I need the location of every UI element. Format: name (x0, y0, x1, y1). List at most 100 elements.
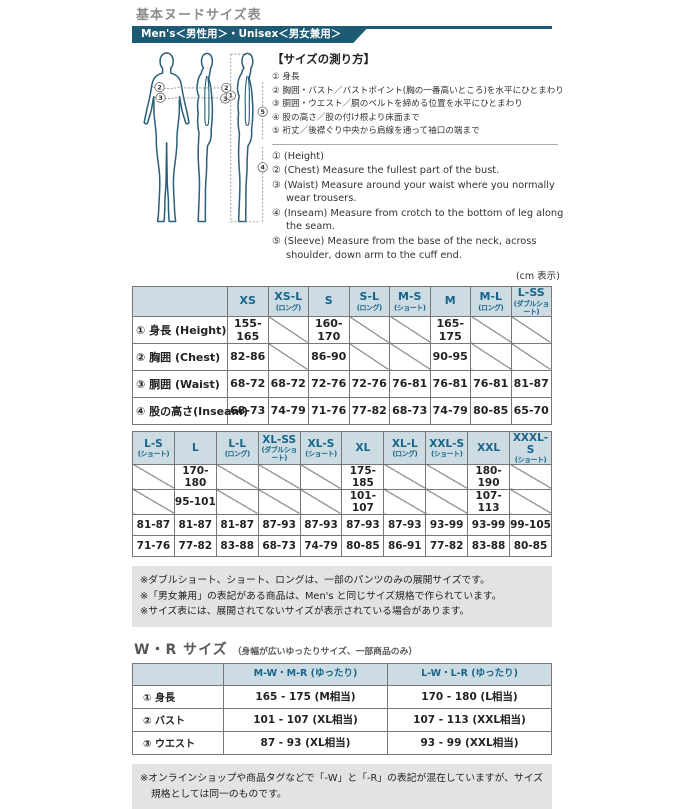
list-item: ※「男女兼用」の表記がある商品は、Men's と同じサイズ規格で作られています。 (140, 590, 502, 602)
size-value-cell: 72-76 (348, 369, 390, 398)
size-value-cell: 81-87 (132, 513, 175, 536)
empty-diagonal-cell (348, 315, 390, 344)
size-value-cell: 74-79 (267, 396, 309, 425)
size-value-cell: 93-99 (425, 513, 469, 536)
size-value-cell: 101-107 (341, 488, 385, 515)
svg-text:3: 3 (223, 95, 228, 103)
size-value-cell: 76-81 (389, 369, 431, 398)
en-instruction-list: ① (Height) ② (Chest) Measure the fullest … (272, 150, 564, 262)
table-header-row: L-S (ショート) L L-L (ロング) XL-SS (ダブルショート) XL-S (ショー… (132, 430, 552, 465)
row-label: ① 身長 (Height) (132, 315, 228, 344)
list-item: ① 身長 (272, 72, 300, 82)
empty-diagonal-cell (215, 488, 259, 515)
table-header-row: M-W・M-R (ゆったり) L-W・L-R (ゆったり) (132, 662, 552, 686)
size-value-cell: 86-90 (308, 342, 350, 371)
table-row: ③ ウエスト 87 - 93 (XL相当) 93 - 99 (XXL相当) (132, 730, 552, 755)
table-row: ② 胸囲 (Chest) 82-86 86-90 90-95 (132, 342, 552, 371)
table-header-row: XS XS-L (ロング) S S-L (ロング) M-S (ショート) M M-L (ロング) L-… (132, 286, 552, 317)
size-value-cell: 93-99 (467, 513, 511, 536)
list-item: ⑤ 裄丈／後襟ぐり中央から肩線を通って袖口の端まで (272, 126, 480, 137)
size-value-cell: 68-72 (267, 369, 309, 398)
list-item: ※ダブルショート、ショート、ロングは、一部のパンツのみの展開サイズです。 (140, 574, 490, 586)
table-row: 170-180 175-185 180-190 (132, 463, 552, 490)
size-value-cell: 95-101 (173, 488, 217, 515)
size-value-cell: 165-175 (429, 315, 471, 344)
size-value-cell: 68-72 (227, 369, 269, 398)
size-value-cell: 80-85 (509, 534, 552, 557)
size-value-cell: 68-73 (227, 396, 269, 425)
notes-box-1: ※ダブルショート、ショート、ロングは、一部のパンツのみの展開サイズです。 ※「男女… (132, 565, 552, 627)
row-label: ③ 胴囲 (Waist) (132, 369, 228, 398)
size-value-cell: 170 - 180 (L相当) (387, 684, 552, 709)
size-value-cell: 93 - 99 (XXL相当) (387, 730, 552, 755)
section-band-row: Men's＜男性用＞・Unisex＜男女兼用＞ (132, 26, 552, 43)
column-header: M-L (ロング) (470, 286, 512, 317)
size-value-cell: 65-70 (510, 396, 552, 425)
label-front-chest: 2 (154, 82, 165, 93)
table-row: ① 身長 (Height) 155-165 160-170 165-175 (132, 315, 552, 344)
size-value-cell: 77-82 (173, 534, 217, 557)
band-rule-line (282, 26, 552, 29)
empty-diagonal-cell (267, 315, 309, 344)
empty-diagonal-cell (383, 488, 427, 515)
table-row: ④ 股の高さ(Inseam) 68-73 74-79 71-76 77-82 68-73 7… (132, 396, 552, 425)
mens-unisex-band: Men's＜男性用＞・Unisex＜男女兼用＞ (132, 26, 369, 43)
label-sleeve: 5 (257, 106, 268, 117)
cm-unit-note: (cm 表示) (515, 271, 560, 283)
size-value-cell: 71-76 (132, 534, 175, 557)
label-inseam: 4 (257, 162, 268, 173)
svg-text:2: 2 (157, 83, 162, 91)
column-header: XXXL-S (ショート) (509, 430, 552, 465)
size-value-cell: 71-76 (308, 396, 350, 425)
table-row: 81-87 81-87 81-87 87-93 87-93 87-93 87-93 93-99… (132, 513, 552, 536)
size-value-cell: 86-91 (383, 534, 427, 557)
list-item: ※オンラインショップや商品タグなどで「-W」と「-R」の表記が混在していますが、… (140, 772, 544, 800)
column-header: XL-SS (ダブルショート) (257, 430, 301, 465)
column-header: M (429, 286, 471, 317)
column-header: XXL (467, 430, 511, 465)
list-item: ③ (Waist) Measure around your waist wher… (272, 179, 555, 205)
size-value-cell: 175-185 (341, 463, 385, 490)
divider (272, 143, 558, 145)
table-row: ① 身長 165 - 175 (M相当) 170 - 180 (L相当) (132, 684, 552, 709)
empty-diagonal-cell (299, 463, 343, 490)
empty-diagonal-cell (299, 488, 343, 515)
size-value-cell: 90-95 (429, 342, 471, 371)
jp-instruction-list: ① 身長 ② 胸囲・バスト／バストポイント(胸の一番高いところ)を水平にひとまわり… (272, 71, 564, 139)
size-value-cell: 81-87 (510, 369, 552, 398)
row-label: ③ ウエスト (132, 730, 224, 755)
empty-diagonal-cell (510, 342, 552, 371)
svg-text:4: 4 (260, 164, 265, 172)
column-header: M-S (ショート) (389, 286, 431, 317)
size-value-cell: 99-105 (509, 513, 552, 536)
wr-subtitle: （身幅が広いゆったりサイズ、一部商品のみ） (232, 646, 418, 657)
label-front-waist: 3 (155, 92, 166, 103)
list-item: ① (Height) (272, 150, 324, 162)
empty-diagonal-cell (132, 463, 175, 490)
empty-diagonal-cell (470, 342, 512, 371)
list-item: ④ (Inseam) Measure from crotch to the bo… (272, 207, 564, 233)
row-label: ② 胸囲 (Chest) (132, 342, 228, 371)
page-title: 基本ヌードサイズ表 (136, 8, 262, 23)
svg-text:5: 5 (260, 108, 265, 116)
row-label: ④ 股の高さ(Inseam) (132, 396, 248, 425)
column-header: XS (227, 286, 269, 317)
svg-text:3: 3 (158, 94, 163, 102)
size-value-cell: 165 - 175 (M相当) (223, 684, 388, 709)
size-value-cell: 83-88 (467, 534, 511, 557)
size-value-cell: 87 - 93 (XL相当) (223, 730, 388, 755)
empty-diagonal-cell (389, 342, 431, 371)
column-header: XL-S (ショート) (299, 430, 343, 465)
size-value-cell: 81-87 (173, 513, 217, 536)
list-item: ④ 股の高さ／股の付け根より床面まで (272, 112, 420, 123)
size-value-cell: 101 - 107 (XL相当) (223, 707, 388, 732)
size-value-cell: 76-81 (429, 369, 471, 398)
column-header: XL-L (ロング) (383, 430, 427, 465)
table-row: ② バスト 101 - 107 (XL相当) 107 - 113 (XXL相当) (132, 707, 552, 732)
column-header: XXL-S (ショート) (425, 430, 469, 465)
size-value-cell: 80-85 (470, 396, 512, 425)
svg-text:2: 2 (224, 84, 229, 92)
empty-diagonal-cell (389, 315, 431, 344)
table-row: ③ 胴囲 (Waist) 68-72 68-72 72-76 72-76 76-81 76-… (132, 369, 552, 398)
empty-diagonal-cell (470, 315, 512, 344)
